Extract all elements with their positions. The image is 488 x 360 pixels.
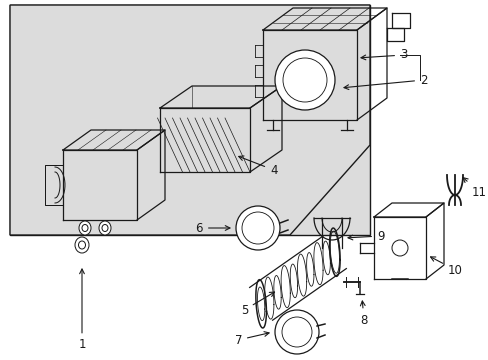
- Circle shape: [283, 58, 326, 102]
- Text: 9: 9: [347, 230, 384, 243]
- Circle shape: [274, 50, 334, 110]
- Text: 11: 11: [462, 177, 486, 198]
- Text: 5: 5: [240, 292, 274, 316]
- Ellipse shape: [79, 221, 91, 235]
- Circle shape: [242, 212, 273, 244]
- Circle shape: [391, 240, 407, 256]
- Text: 6: 6: [195, 221, 229, 234]
- Ellipse shape: [99, 221, 111, 235]
- Text: 1: 1: [78, 269, 85, 351]
- Ellipse shape: [75, 237, 89, 253]
- Circle shape: [274, 310, 318, 354]
- Text: 4: 4: [238, 156, 277, 176]
- Ellipse shape: [82, 225, 88, 231]
- Ellipse shape: [79, 241, 85, 249]
- Circle shape: [236, 206, 280, 250]
- Ellipse shape: [102, 225, 108, 231]
- Text: 7: 7: [234, 332, 268, 346]
- Circle shape: [282, 317, 311, 347]
- Text: 3: 3: [360, 49, 407, 62]
- Text: 2: 2: [343, 73, 427, 90]
- Polygon shape: [10, 5, 369, 235]
- Text: 8: 8: [360, 301, 367, 327]
- Polygon shape: [10, 5, 369, 235]
- Text: 10: 10: [429, 257, 462, 276]
